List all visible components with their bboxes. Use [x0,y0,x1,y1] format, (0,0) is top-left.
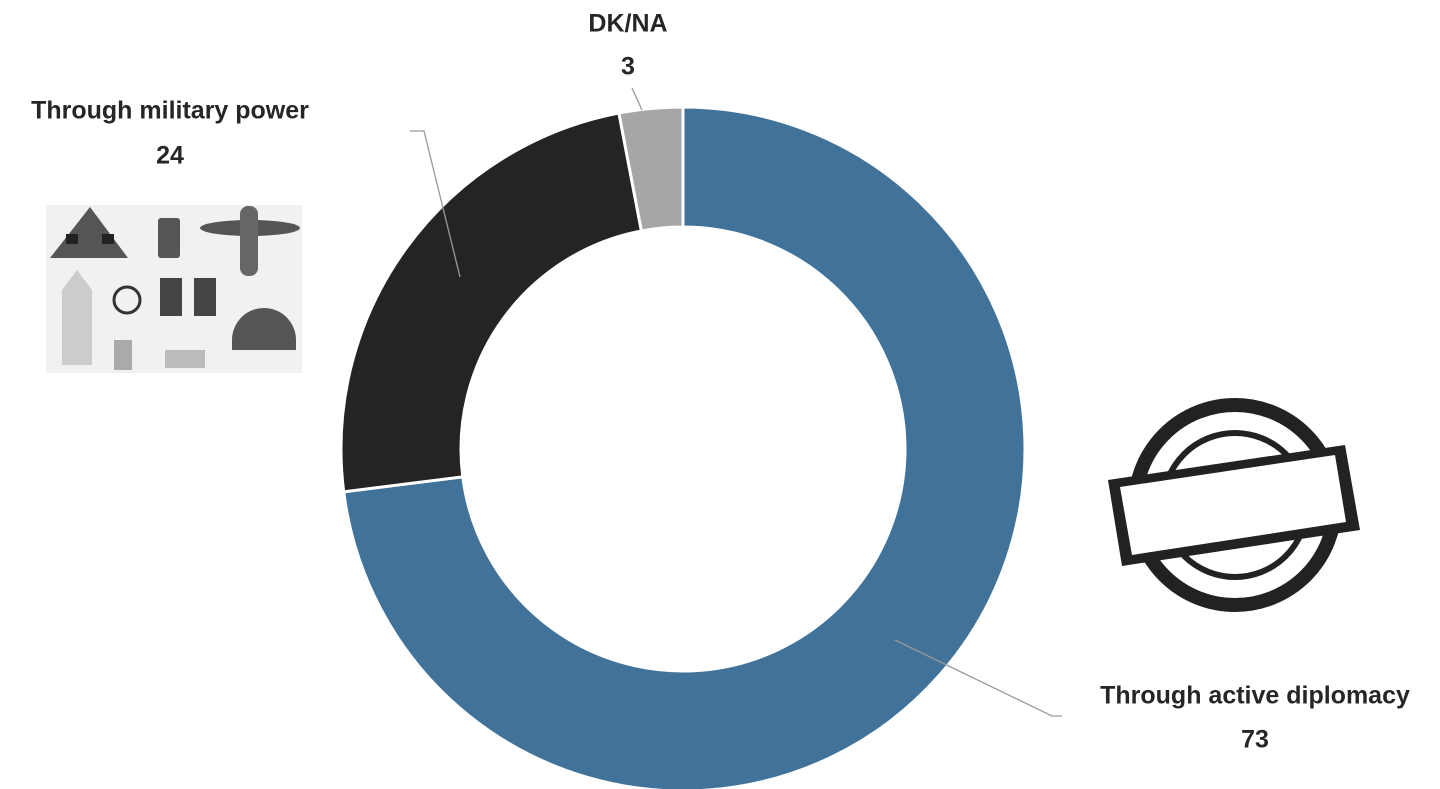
military-icons [46,205,302,373]
value-label: 3 [621,53,635,81]
value-label: 73 [1241,726,1269,754]
slice-label: Through active diplomacy [1100,682,1410,710]
value-label: 24 [156,142,184,170]
slice-label: DK/NA [588,10,667,38]
diplomacy-stamp [1108,405,1360,605]
donut-slice [341,113,641,492]
page: Through active diplomacy 73 Through milita… [0,0,1440,789]
slice-label: Through military power [31,97,309,125]
leader-line [632,88,642,110]
chart: Through active diplomacy 73 Through milita… [0,0,1440,789]
